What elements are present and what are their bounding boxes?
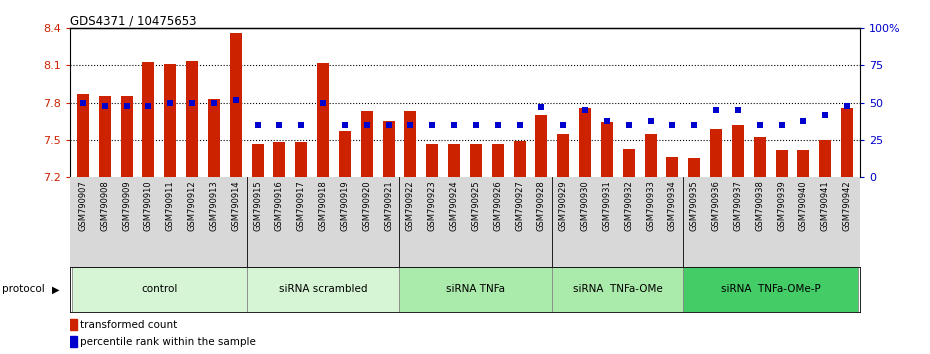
Bar (819, 140, 831, 177)
Bar (841, 108, 853, 177)
Text: siRNA  TNFa-OMe-P: siRNA TNFa-OMe-P (721, 284, 820, 295)
Text: GSM790932: GSM790932 (624, 181, 633, 232)
Text: transformed count: transformed count (80, 320, 177, 330)
Bar (797, 150, 809, 177)
Text: GSM790931: GSM790931 (603, 181, 611, 232)
Text: GSM790915: GSM790915 (253, 181, 262, 231)
Bar (732, 125, 744, 177)
Bar (361, 112, 373, 177)
Bar (426, 144, 438, 177)
Text: GSM790939: GSM790939 (777, 181, 786, 232)
Text: GSM790914: GSM790914 (232, 181, 240, 231)
Text: GSM790917: GSM790917 (297, 181, 306, 232)
Bar (579, 108, 591, 177)
Bar (400, 267, 552, 312)
Text: GSM790935: GSM790935 (690, 181, 698, 232)
Text: GSM790918: GSM790918 (319, 181, 327, 232)
Bar (251, 144, 263, 177)
Text: percentile rank within the sample: percentile rank within the sample (80, 337, 256, 347)
Bar (295, 142, 307, 177)
Text: GSM790909: GSM790909 (122, 181, 131, 231)
Bar (557, 134, 569, 177)
Text: GSM790929: GSM790929 (559, 181, 568, 231)
Bar (186, 61, 198, 177)
Bar (246, 267, 400, 312)
Bar (711, 129, 722, 177)
Bar (470, 144, 482, 177)
Bar (317, 63, 329, 177)
Bar (77, 94, 89, 177)
Bar (492, 144, 504, 177)
Text: GSM790907: GSM790907 (78, 181, 87, 232)
Text: control: control (141, 284, 178, 295)
Bar (99, 97, 111, 177)
Text: GSM790925: GSM790925 (472, 181, 481, 231)
Bar (230, 33, 242, 177)
Text: GSM790910: GSM790910 (144, 181, 153, 231)
Bar (448, 144, 460, 177)
Bar (273, 142, 286, 177)
Text: GSM790919: GSM790919 (340, 181, 350, 231)
Text: siRNA scrambled: siRNA scrambled (279, 284, 367, 295)
Bar (70, 336, 77, 347)
Text: GSM790941: GSM790941 (821, 181, 830, 231)
Text: GSM790913: GSM790913 (209, 181, 219, 232)
Bar (121, 97, 133, 177)
Bar (684, 267, 858, 312)
Text: GSM790927: GSM790927 (515, 181, 525, 232)
Bar (536, 115, 548, 177)
Text: GSM790926: GSM790926 (493, 181, 502, 232)
Bar (776, 150, 788, 177)
Text: siRNA TNFa: siRNA TNFa (446, 284, 505, 295)
Text: GSM790938: GSM790938 (755, 181, 764, 232)
Text: GSM790936: GSM790936 (711, 181, 721, 232)
Text: GSM790942: GSM790942 (843, 181, 852, 231)
Bar (601, 122, 613, 177)
Text: GSM790937: GSM790937 (734, 181, 742, 232)
Bar (70, 319, 77, 330)
Bar (142, 62, 154, 177)
Text: GSM790924: GSM790924 (449, 181, 458, 231)
Text: GSM790921: GSM790921 (384, 181, 393, 231)
Text: GSM790940: GSM790940 (799, 181, 808, 231)
Text: GSM790934: GSM790934 (668, 181, 677, 232)
Bar (754, 137, 765, 177)
Text: GSM790930: GSM790930 (580, 181, 590, 232)
Text: GSM790920: GSM790920 (362, 181, 371, 231)
Text: GSM790908: GSM790908 (100, 181, 109, 232)
Text: GSM790933: GSM790933 (646, 181, 655, 232)
Bar (623, 149, 635, 177)
Bar (208, 99, 219, 177)
Bar (339, 131, 351, 177)
Text: GSM790911: GSM790911 (166, 181, 175, 231)
Bar (667, 157, 679, 177)
Text: ▶: ▶ (52, 284, 60, 295)
Bar (405, 112, 417, 177)
Text: protocol: protocol (2, 284, 45, 295)
Text: GSM790916: GSM790916 (275, 181, 284, 232)
Text: siRNA  TNFa-OMe: siRNA TNFa-OMe (573, 284, 663, 295)
Bar (382, 121, 394, 177)
Bar (688, 159, 700, 177)
Text: GSM790922: GSM790922 (405, 181, 415, 231)
Bar (72, 267, 246, 312)
Text: GDS4371 / 10475653: GDS4371 / 10475653 (70, 14, 196, 27)
Bar (552, 267, 684, 312)
Text: GSM790923: GSM790923 (428, 181, 437, 232)
Text: GSM790912: GSM790912 (188, 181, 196, 231)
Bar (165, 64, 176, 177)
Bar (513, 141, 525, 177)
Bar (644, 134, 657, 177)
Text: GSM790928: GSM790928 (537, 181, 546, 232)
